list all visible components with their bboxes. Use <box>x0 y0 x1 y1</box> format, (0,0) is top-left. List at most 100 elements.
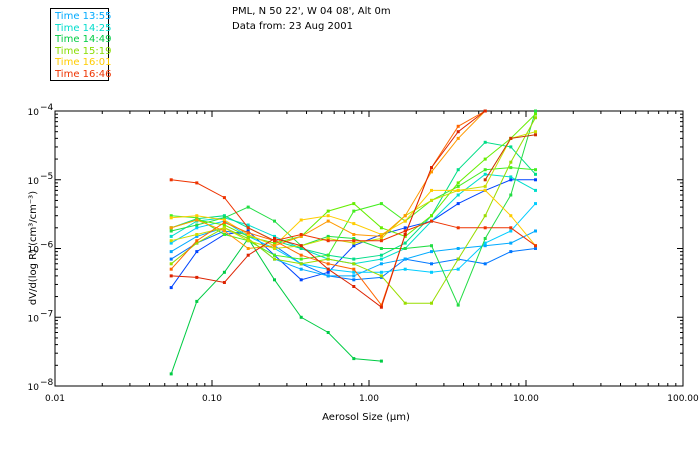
series-8 <box>169 109 537 307</box>
series-17 <box>169 109 487 309</box>
data-point <box>509 160 513 164</box>
data-point <box>379 234 383 238</box>
data-point <box>430 270 433 274</box>
data-point <box>379 247 383 250</box>
data-point <box>222 223 226 227</box>
plot-border <box>54 110 684 387</box>
data-point <box>299 315 303 319</box>
date-label: Data from: 23 Aug 2001 <box>232 21 353 32</box>
data-point <box>379 226 383 230</box>
data-point <box>169 241 173 245</box>
data-point <box>352 222 356 226</box>
data-point <box>534 133 537 137</box>
data-point <box>169 216 173 220</box>
data-point <box>456 303 460 307</box>
legend-entry: Time 14:25 <box>55 22 112 34</box>
data-point <box>456 181 460 185</box>
location-label: PML, N 50 22', W 04 08', Alt 0m <box>232 6 391 17</box>
data-point <box>169 226 173 230</box>
data-point <box>299 247 303 250</box>
data-point <box>169 262 173 266</box>
data-point <box>483 244 487 248</box>
data-point <box>222 226 226 230</box>
data-point <box>534 112 537 116</box>
series-line <box>171 110 486 250</box>
data-point <box>483 109 487 113</box>
data-point <box>352 262 356 266</box>
data-point <box>299 267 303 271</box>
data-point <box>169 286 173 290</box>
data-point <box>299 233 303 236</box>
series-line <box>171 110 486 309</box>
data-point <box>222 270 226 274</box>
data-point <box>246 229 250 233</box>
data-point <box>483 140 487 144</box>
data-point <box>273 239 276 243</box>
data-point <box>483 188 487 192</box>
data-point <box>352 270 356 274</box>
x-axis-label: Aerosol Size (μm) <box>322 412 410 423</box>
x-tick-label: 0.10 <box>202 394 222 404</box>
data-point <box>169 250 173 254</box>
data-point <box>352 285 356 288</box>
data-point <box>534 229 537 233</box>
series-14 <box>169 109 487 250</box>
data-point <box>169 214 173 218</box>
data-point <box>483 172 487 176</box>
data-point <box>273 253 276 257</box>
data-point <box>509 166 513 170</box>
data-point <box>169 372 173 376</box>
data-point <box>352 209 356 213</box>
data-point <box>456 247 460 250</box>
data-point <box>430 198 433 202</box>
data-point <box>246 253 250 257</box>
data-point <box>379 305 383 309</box>
data-point <box>352 202 356 206</box>
data-point <box>379 262 383 266</box>
data-point <box>246 234 250 238</box>
data-point <box>326 274 330 278</box>
data-point <box>169 267 173 271</box>
data-point <box>509 136 513 140</box>
data-point <box>273 244 276 248</box>
data-point <box>456 184 460 188</box>
x-tick-label: 100.00 <box>667 394 699 404</box>
data-point <box>195 299 199 303</box>
data-point <box>379 202 383 206</box>
data-point <box>246 205 250 209</box>
data-point <box>456 168 460 172</box>
data-point <box>430 301 433 305</box>
legend-entry: Time 14:49 <box>55 34 112 45</box>
data-point <box>430 214 433 218</box>
data-point <box>169 178 173 182</box>
data-point <box>326 209 330 213</box>
data-point <box>222 229 226 233</box>
data-point <box>456 257 460 261</box>
data-point <box>195 214 199 218</box>
data-point <box>430 262 433 266</box>
data-point <box>456 226 460 230</box>
legend-entry: Time 15:19 <box>55 45 112 57</box>
legend-entry: Time 13:55 <box>55 11 112 22</box>
data-point <box>483 178 487 182</box>
series-16 <box>169 178 537 248</box>
data-point <box>483 214 487 218</box>
data-point <box>246 247 250 250</box>
y-tick-exponent: −7 <box>40 309 53 319</box>
data-point <box>534 172 537 176</box>
data-point <box>222 214 226 218</box>
legend-box: Time 13:55 Time 14:25 Time 14:49 Time 15:19… <box>50 8 112 81</box>
data-point <box>246 231 250 235</box>
data-point <box>483 237 487 240</box>
data-point <box>534 188 537 192</box>
data-point <box>379 233 383 236</box>
data-point <box>273 219 276 223</box>
data-point <box>534 168 537 172</box>
data-point <box>273 247 276 250</box>
data-point <box>430 166 433 170</box>
data-point <box>403 214 407 218</box>
data-point <box>169 234 173 238</box>
data-point <box>509 214 513 218</box>
data-point <box>403 226 407 230</box>
